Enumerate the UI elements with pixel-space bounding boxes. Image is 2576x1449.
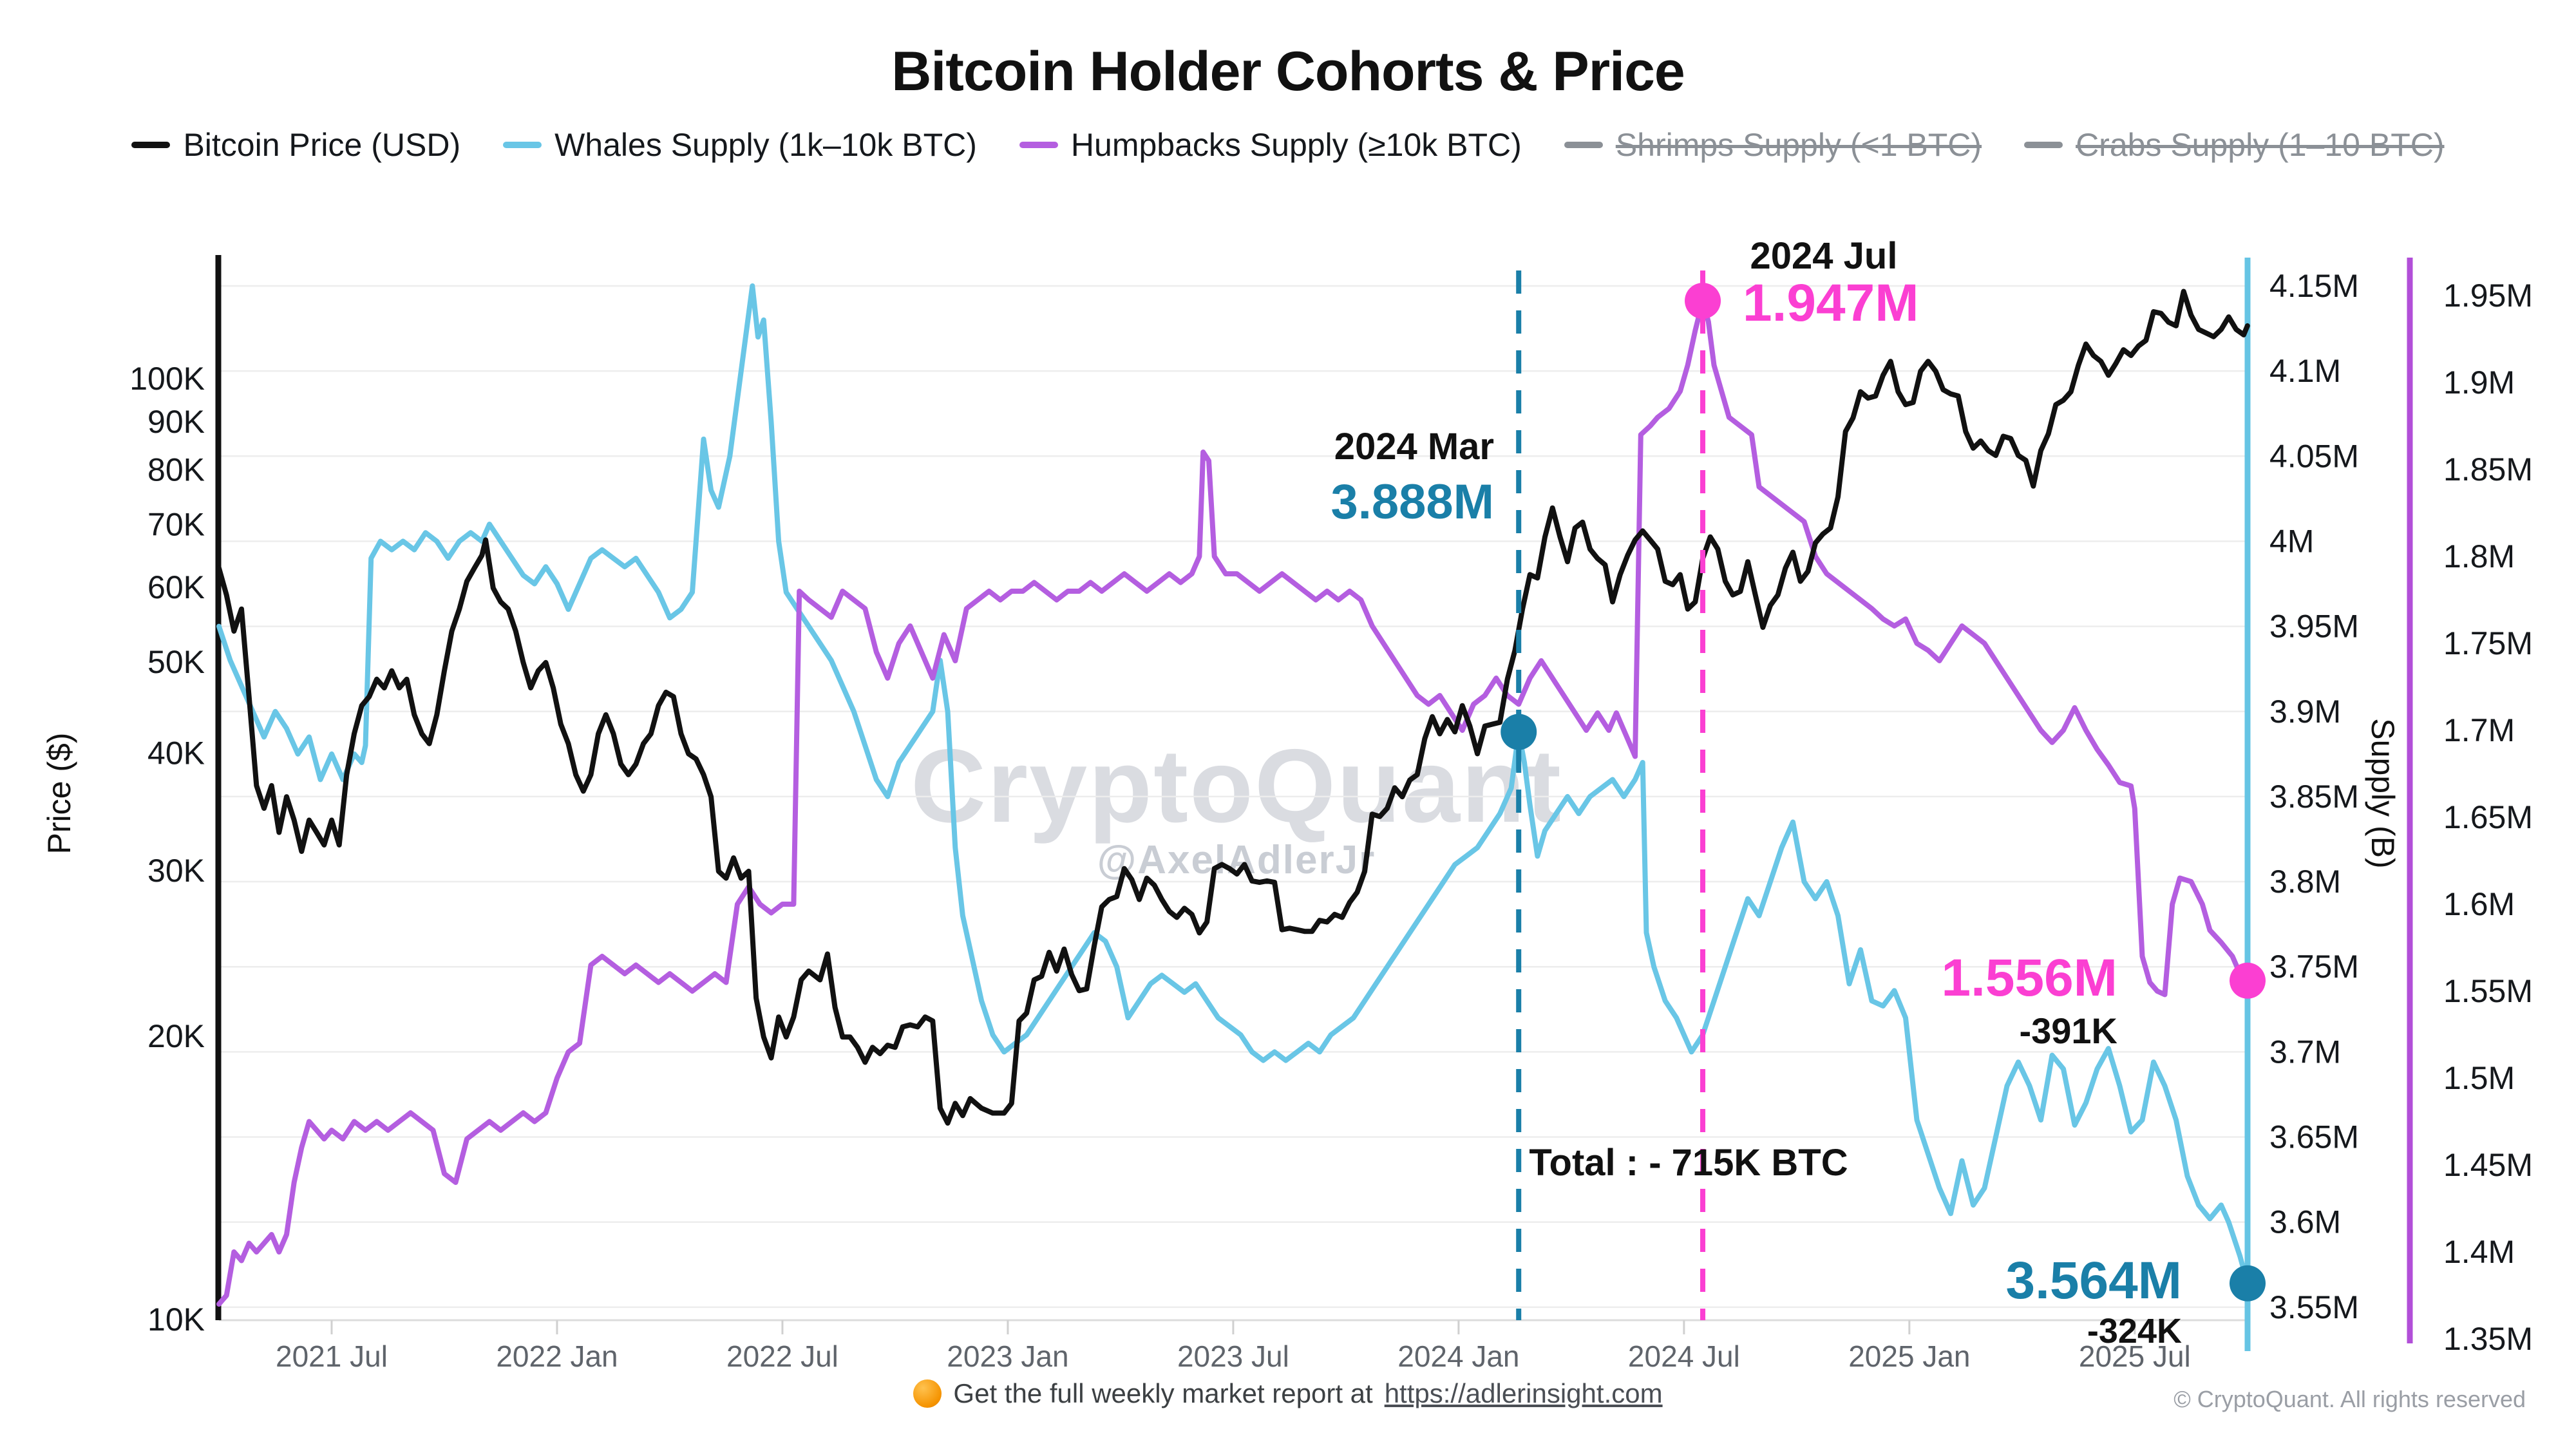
humpbacks-tick-label: 1.7M xyxy=(2443,712,2515,748)
whales-tick-label: 4.1M xyxy=(2269,353,2341,389)
humpbacks-tick-label: 1.55M xyxy=(2443,973,2533,1009)
whales-end-dot xyxy=(2230,1265,2266,1302)
copyright-notice: © CryptoQuant. All rights reserved xyxy=(2174,1386,2526,1412)
annotation-humpbacks-delta: -391K xyxy=(2019,1010,2117,1051)
legend-item-whales-supply[interactable]: Whales Supply (1k–10k BTC) xyxy=(503,126,977,164)
whales-tick-label: 4.15M xyxy=(2269,268,2359,304)
price-tick-label: 60K xyxy=(147,569,205,605)
legend-label: Humpbacks Supply (≥10k BTC) xyxy=(1070,127,1522,163)
price-tick-label: 20K xyxy=(147,1018,205,1054)
x-tick-label: 2023 Jan xyxy=(947,1340,1068,1373)
humpbacks-tick-label: 1.4M xyxy=(2443,1234,2515,1270)
legend: Bitcoin Price (USD) Whales Supply (1k–10… xyxy=(0,126,2576,164)
humpbacks-tick-label: 1.5M xyxy=(2443,1060,2515,1096)
humpbacks-peak-dot xyxy=(1685,283,1721,319)
x-tick-label: 2024 Jan xyxy=(1397,1340,1519,1373)
series-line-humpbacks xyxy=(216,298,2250,1307)
humpbacks-end-dot xyxy=(2230,962,2266,999)
whales-tick-label: 3.65M xyxy=(2269,1119,2359,1155)
x-tick-label: 2021 Jul xyxy=(276,1340,388,1373)
line-swatch-icon xyxy=(2024,142,2063,148)
whales-tick-label: 3.7M xyxy=(2269,1034,2341,1070)
legend-item-bitcoin-price[interactable]: Bitcoin Price (USD) xyxy=(131,126,460,164)
series-line-price xyxy=(216,289,2250,1126)
x-tick-label: 2023 Jul xyxy=(1177,1340,1289,1373)
whales-tick-label: 3.75M xyxy=(2269,949,2359,985)
orange-circle-icon xyxy=(913,1379,942,1408)
whales-tick-label: 3.95M xyxy=(2269,609,2359,645)
x-tick-label: 2025 Jul xyxy=(2079,1340,2191,1373)
whales-tick-label: 4.05M xyxy=(2269,438,2359,474)
cryptoquant-watermark: CryptoQuant xyxy=(911,728,1562,844)
annotation-humpbacks-end-value: 1.556M xyxy=(1941,949,2117,1007)
humpbacks-tick-label: 1.8M xyxy=(2443,538,2515,574)
whales-peak-dot xyxy=(1501,714,1537,750)
legend-item-humpbacks-supply[interactable]: Humpbacks Supply (≥10k BTC) xyxy=(1019,126,1522,164)
x-tick-label: 2024 Jul xyxy=(1628,1340,1740,1373)
whales-tick-label: 3.85M xyxy=(2269,779,2359,815)
legend-label: Bitcoin Price (USD) xyxy=(183,127,461,163)
legend-label: Whales Supply (1k–10k BTC) xyxy=(554,127,977,163)
price-tick-label: 100K xyxy=(129,361,205,397)
footer-report-banner: Get the full weekly market report at htt… xyxy=(0,1378,2576,1409)
price-tick-label: 70K xyxy=(147,506,205,542)
humpbacks-tick-label: 1.35M xyxy=(2443,1321,2533,1357)
line-swatch-icon xyxy=(1019,142,1058,148)
whales-tick-label: 3.8M xyxy=(2269,864,2341,900)
price-tick-label: 30K xyxy=(147,853,205,889)
price-tick-label: 90K xyxy=(147,404,205,440)
legend-item-crabs-supply[interactable]: Crabs Supply (1–10 BTC) xyxy=(2024,126,2445,164)
annotation-whales-end-value: 3.564M xyxy=(2005,1251,2182,1310)
price-tick-label: 80K xyxy=(147,452,205,488)
x-tick-label: 2025 Jan xyxy=(1848,1340,1970,1373)
series-line-whales xyxy=(216,283,2250,1286)
annotation-humpbacks-peak-value: 1.947M xyxy=(1743,274,1919,332)
footer-link[interactable]: https://adlerinsight.com xyxy=(1384,1378,1663,1408)
legend-label: Shrimps Supply (<1 BTC) xyxy=(1615,127,1982,163)
page-title: Bitcoin Holder Cohorts & Price xyxy=(891,41,1685,102)
line-swatch-icon xyxy=(131,142,171,148)
humpbacks-tick-label: 1.75M xyxy=(2443,625,2533,661)
humpbacks-tick-label: 1.6M xyxy=(2443,886,2515,922)
legend-label: Crabs Supply (1–10 BTC) xyxy=(2076,127,2445,163)
line-swatch-icon xyxy=(1564,142,1603,148)
humpbacks-tick-label: 1.85M xyxy=(2443,451,2533,488)
annotation-whales-peak-value: 3.888M xyxy=(1331,475,1495,529)
humpbacks-tick-label: 1.9M xyxy=(2443,365,2515,401)
whales-tick-label: 3.6M xyxy=(2269,1204,2341,1240)
annotation-2024-jul-date: 2024 Jul xyxy=(1750,235,1898,277)
humpbacks-tick-label: 1.95M xyxy=(2443,278,2533,314)
footer-text: Get the full weekly market report at xyxy=(953,1378,1373,1408)
price-tick-label: 40K xyxy=(147,735,205,771)
humpbacks-tick-label: 1.65M xyxy=(2443,799,2533,835)
x-tick-label: 2022 Jul xyxy=(726,1340,838,1373)
annotation-total-change: Total : - 715K BTC xyxy=(1529,1142,1848,1184)
humpbacks-tick-label: 1.45M xyxy=(2443,1147,2533,1183)
price-tick-label: 10K xyxy=(147,1302,205,1338)
whales-tick-label: 4M xyxy=(2269,523,2314,559)
whales-tick-label: 3.55M xyxy=(2269,1289,2359,1325)
x-tick-label: 2022 Jan xyxy=(496,1340,618,1373)
legend-item-shrimps-supply[interactable]: Shrimps Supply (<1 BTC) xyxy=(1564,126,1982,164)
annotation-whales-delta: -324K xyxy=(2087,1312,2182,1350)
price-tick-label: 50K xyxy=(147,644,205,680)
annotation-2024-mar-date: 2024 Mar xyxy=(1334,426,1494,468)
whales-tick-label: 3.9M xyxy=(2269,694,2341,730)
line-swatch-icon xyxy=(503,142,542,148)
